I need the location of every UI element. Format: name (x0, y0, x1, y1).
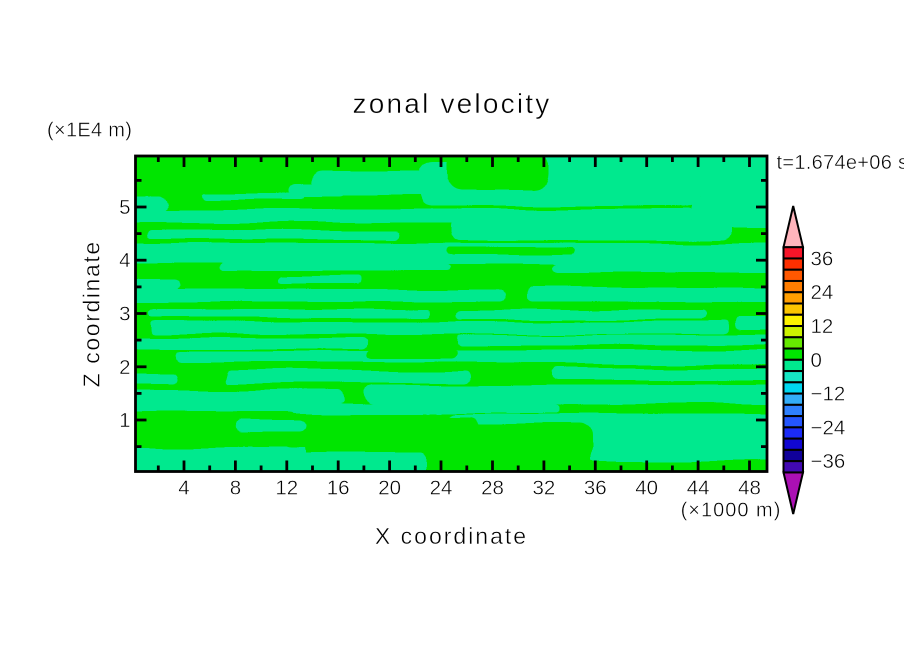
svg-text:−36: −36 (811, 450, 846, 473)
svg-text:(×1000 m): (×1000 m) (681, 500, 782, 522)
svg-text:40: 40 (635, 477, 658, 500)
svg-text:24: 24 (811, 281, 834, 304)
svg-text:4: 4 (178, 477, 189, 500)
svg-text:4: 4 (119, 249, 130, 272)
svg-text:44: 44 (687, 477, 710, 500)
svg-text:16: 16 (327, 477, 350, 500)
svg-text:24: 24 (430, 477, 453, 500)
svg-text:12: 12 (811, 315, 834, 338)
svg-text:−12: −12 (811, 383, 846, 406)
svg-text:(×1E4 m): (×1E4 m) (47, 120, 132, 142)
svg-text:12: 12 (275, 477, 298, 500)
svg-text:36: 36 (811, 248, 834, 271)
svg-text:zonal velocity: zonal velocity (353, 88, 552, 119)
svg-text:5: 5 (119, 196, 130, 219)
svg-text:Z coordinate: Z coordinate (79, 240, 105, 387)
svg-text:X coordinate: X coordinate (375, 523, 528, 549)
svg-text:20: 20 (378, 477, 401, 500)
svg-text:48: 48 (738, 477, 761, 500)
svg-text:36: 36 (584, 477, 607, 500)
svg-text:0: 0 (811, 349, 822, 372)
svg-text:2: 2 (119, 356, 130, 379)
svg-text:−24: −24 (811, 416, 846, 439)
svg-text:1: 1 (119, 409, 130, 432)
svg-text:32: 32 (532, 477, 555, 500)
svg-text:8: 8 (230, 477, 241, 500)
svg-text:t=1.674e+06 s: t=1.674e+06 s (777, 152, 904, 174)
svg-text:28: 28 (481, 477, 504, 500)
svg-text:3: 3 (119, 303, 130, 326)
